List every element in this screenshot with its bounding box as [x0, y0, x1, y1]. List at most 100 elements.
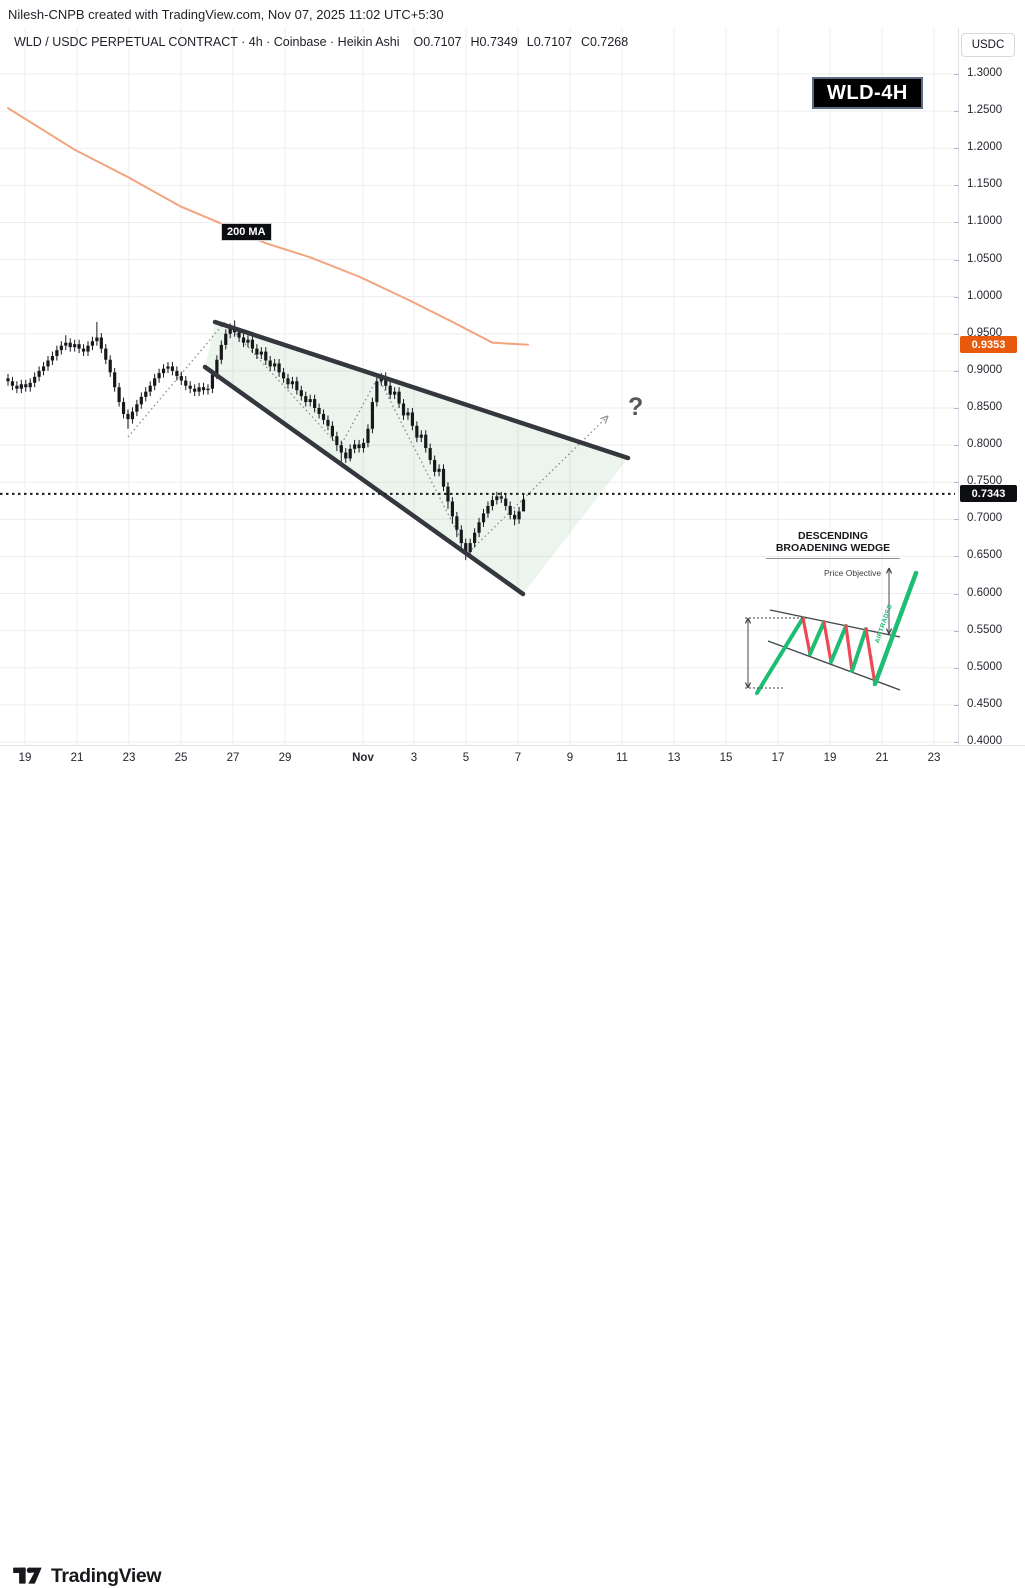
price-tick-mark [954, 742, 959, 743]
candle-body [481, 513, 486, 523]
candle-body [277, 363, 281, 373]
ma-price-chip: 0.9353 [960, 336, 1017, 354]
candle-body [335, 436, 339, 446]
price-tick-label: 1.0500 [967, 252, 1003, 265]
price-tick-label: 1.0000 [967, 289, 1003, 302]
candle-body [121, 402, 126, 414]
time-tick-label: 5 [462, 752, 470, 764]
price-tick-label: 0.4000 [967, 735, 1003, 747]
candle-body [295, 381, 299, 391]
price-tick-label: 1.1000 [967, 215, 1003, 228]
candle-body [330, 425, 335, 437]
time-axis[interactable]: 19 21 23 25 27 29 Nov 3 5 7 9 11 13 15 17 19 21 23 [0, 745, 1025, 776]
candle-body [366, 428, 370, 443]
price-tick-mark [954, 333, 959, 335]
candle-body [148, 385, 152, 392]
time-tick-label: 21 [875, 752, 889, 764]
diagram-zigzag-up [808, 620, 826, 656]
tradingview-wordmark: TradingView [51, 1565, 162, 1587]
candle-body [68, 342, 72, 348]
candle-body [228, 327, 232, 334]
price-tick-label: 0.6000 [967, 586, 1003, 599]
candle-body [384, 376, 388, 386]
price-tick-mark [954, 370, 959, 372]
candle-body [504, 498, 508, 506]
wedge-fill [205, 322, 628, 594]
candle-body [388, 385, 392, 395]
candle-body [268, 360, 272, 367]
candle-body [215, 359, 219, 375]
diagram-zigzag-up [755, 616, 805, 695]
time-tick-label: 29 [278, 752, 292, 764]
time-tick-label: 21 [70, 752, 84, 764]
candle-body [317, 408, 321, 414]
candle-body [370, 402, 375, 429]
price-tick-mark [954, 111, 959, 113]
candle-body [299, 390, 303, 397]
candle-body [188, 385, 192, 389]
question-mark-annotation[interactable]: ? [628, 393, 644, 421]
currency-unit-button[interactable]: USDC [961, 33, 1015, 57]
candle-body [81, 348, 86, 352]
price-tick-label: 0.4500 [967, 697, 1003, 710]
price-tick-mark [954, 556, 959, 558]
candle-body [170, 366, 175, 371]
candle-body [459, 529, 463, 544]
time-tick-label: 19 [823, 752, 837, 764]
candle-body [397, 391, 401, 404]
candle-body [513, 514, 517, 520]
time-tick-label: 17 [771, 752, 785, 764]
candle-body [55, 350, 59, 357]
candle-body [437, 468, 441, 472]
price-tick-mark [954, 519, 959, 521]
chart-canvas[interactable] [0, 0, 1025, 833]
time-tick-label: 11 [616, 752, 628, 764]
candle-body [348, 448, 352, 459]
candle-body [95, 337, 99, 342]
price-tick-mark [954, 630, 959, 632]
price-tick-mark [954, 296, 959, 298]
candle-body [326, 419, 330, 426]
price-tick-label: 0.8000 [967, 438, 1003, 451]
ma-200-label[interactable]: 200 MA [221, 223, 272, 242]
candle-body [250, 339, 255, 349]
candle-body [273, 363, 277, 367]
candle-body [490, 500, 494, 506]
candle-body [104, 348, 108, 360]
price-axis[interactable]: 0.9353 0.7343 1.3000 1.2500 1.2000 1.1500 1.… [954, 28, 1025, 775]
ma-200-line [7, 107, 529, 346]
candle-body [126, 413, 130, 420]
time-tick-label: 23 [122, 752, 136, 764]
candle-body [201, 387, 206, 391]
projection-zigzag [127, 320, 609, 555]
candle-body [517, 511, 521, 520]
arrowhead [888, 567, 893, 574]
candle-body [286, 378, 290, 385]
pattern-title-line1: DESCENDING [797, 530, 868, 542]
candle-body [308, 399, 312, 403]
price-tick-mark [954, 704, 959, 706]
price-tick-label: 0.9500 [967, 326, 1003, 339]
candle-body [464, 543, 468, 552]
candle-body [130, 411, 135, 420]
tradingview-logo[interactable]: TradingView [13, 1565, 162, 1588]
diagram-zigzag-down [844, 624, 854, 673]
symbol-title[interactable]: WLD / USDC PERPETUAL CONTRACT · 4h · Coi… [14, 35, 400, 49]
price-tick-mark [954, 259, 959, 261]
candle-body [401, 403, 406, 416]
bottom-bar: TradingView [0, 775, 1025, 1587]
candle-body [313, 399, 317, 408]
candle-body [290, 381, 295, 385]
candle-body [37, 370, 41, 377]
price-tick-mark [954, 482, 959, 484]
candle-body [241, 337, 246, 343]
candle-body [33, 376, 37, 383]
ohlc-low: L0.7107 [526, 35, 572, 49]
price-tick-label: 1.3000 [967, 67, 1003, 79]
candle-body [419, 434, 423, 438]
time-tick-label: 13 [667, 752, 681, 764]
time-tick-label: 19 [18, 752, 32, 764]
symbol-timeframe-badge[interactable]: WLD-4H [812, 77, 923, 109]
candle-body [281, 372, 286, 379]
candle-body [406, 412, 410, 416]
